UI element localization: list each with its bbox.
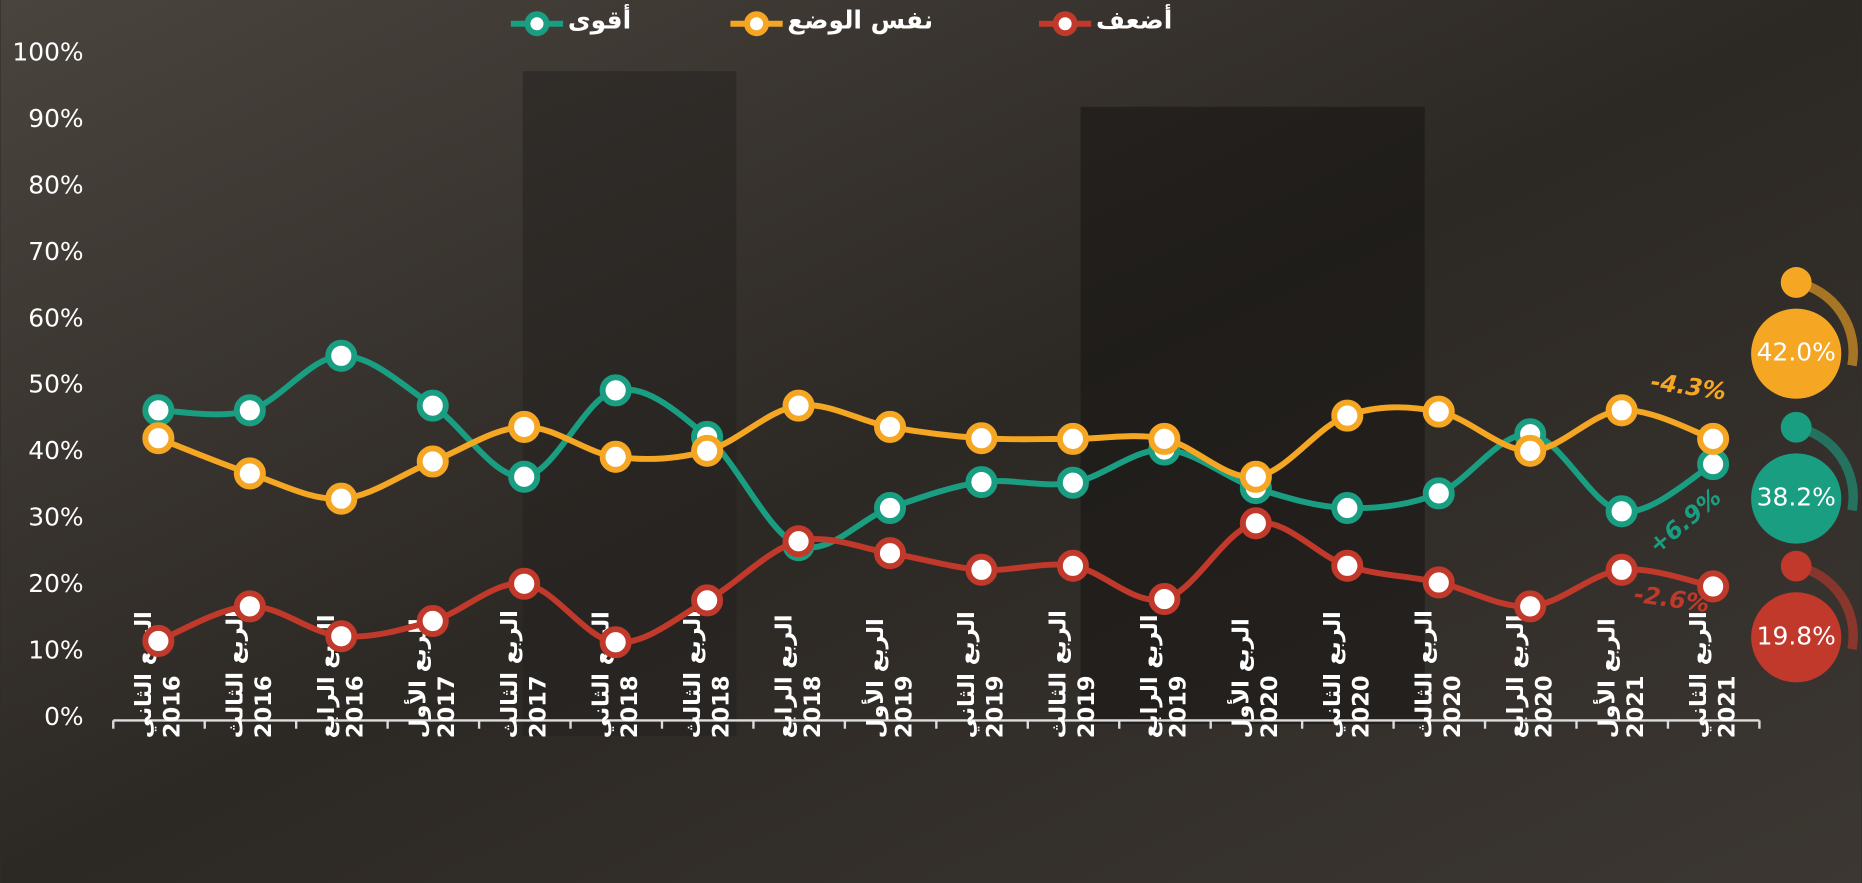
x-tick-label: الربع الرابع 2020	[1502, 615, 1556, 739]
data-point	[325, 482, 358, 515]
data-point	[1148, 583, 1181, 616]
data-point	[1514, 590, 1547, 623]
end-knob	[1780, 411, 1812, 443]
data-point	[1514, 434, 1547, 467]
data-point	[1422, 395, 1455, 428]
end-bubble	[1751, 592, 1842, 683]
end-knob	[1780, 267, 1812, 298]
legend-marker	[1052, 11, 1078, 37]
figure-shape	[1080, 106, 1425, 724]
data-point	[1422, 477, 1455, 510]
x-tick-label: الربع الثالث 2020	[1411, 610, 1465, 738]
data-point	[873, 410, 907, 443]
x-tick-label: الربع الرابع 2018	[771, 615, 825, 739]
data-point	[691, 584, 724, 617]
data-point	[691, 434, 724, 467]
x-tick-label: الربع الثالث 2018	[679, 610, 733, 738]
data-point	[1331, 399, 1364, 432]
legend-label: أقوى	[568, 3, 631, 35]
data-point	[1056, 466, 1089, 499]
x-tick-label: الربع الأول 2017	[402, 618, 459, 738]
data-point	[508, 410, 541, 443]
y-tick-label: 80%	[28, 170, 83, 199]
legend-marker	[744, 11, 769, 37]
data-point	[1239, 460, 1272, 493]
data-point	[325, 620, 358, 653]
legend-label: نفس الوضع	[787, 5, 933, 35]
x-tick-label: الربع الثالث 2016	[222, 610, 276, 738]
data-point	[782, 525, 815, 558]
data-point	[599, 374, 632, 407]
y-tick-label: 100%	[12, 37, 83, 66]
data-point	[142, 624, 175, 657]
data-point	[1331, 491, 1364, 525]
data-point	[965, 553, 998, 586]
x-tick-label: الربع الرابع 2019	[1137, 615, 1191, 739]
data-point	[873, 491, 907, 525]
data-point	[599, 440, 632, 473]
data-point	[965, 466, 998, 499]
data-point	[873, 537, 907, 570]
data-point	[233, 590, 266, 623]
data-point	[1239, 507, 1272, 540]
data-point	[1697, 448, 1730, 481]
end-label: 42.0%	[1757, 338, 1836, 367]
end-label: 38.2%	[1757, 482, 1836, 511]
data-point	[1056, 549, 1089, 582]
data-point	[1605, 553, 1638, 586]
x-tick-label: الربع الثالث 2017	[496, 610, 550, 738]
x-tick-label: الربع الأول 2019	[859, 618, 916, 738]
x-tick-label: الربع الأول 2020	[1225, 618, 1282, 738]
data-point	[416, 445, 449, 478]
data-point	[1331, 549, 1364, 582]
figure-shape	[522, 71, 737, 736]
data-point	[508, 567, 541, 600]
data-point	[325, 339, 358, 372]
y-tick-label: 30%	[28, 503, 83, 532]
x-tick-label: الربع الثاني 2016	[131, 611, 185, 738]
data-point	[233, 394, 266, 427]
x-tick-label: الربع الأول 2021	[1591, 618, 1648, 738]
data-point	[782, 389, 815, 422]
y-tick-label: 10%	[28, 636, 83, 665]
data-point	[1605, 495, 1638, 528]
data-point	[142, 422, 175, 455]
legend-label: أضعف	[1096, 3, 1172, 34]
data-point	[508, 460, 541, 493]
data-point	[1148, 422, 1181, 455]
y-tick-label: 90%	[28, 104, 83, 133]
data-point	[1056, 422, 1089, 455]
data-point	[1422, 566, 1455, 599]
end-bubble	[1751, 453, 1842, 544]
y-tick-label: 40%	[28, 436, 83, 465]
data-point	[416, 389, 449, 422]
end-label: 19.8%	[1757, 621, 1836, 650]
y-tick-label: 20%	[28, 569, 83, 598]
data-point	[599, 626, 632, 659]
data-point	[142, 394, 175, 427]
end-knob	[1780, 550, 1812, 582]
data-point	[233, 457, 266, 490]
y-tick-label: 50%	[28, 370, 83, 399]
data-point	[1697, 570, 1730, 603]
y-tick-label: 60%	[28, 303, 83, 332]
end-bubble	[1751, 308, 1842, 399]
data-point	[1697, 422, 1730, 455]
data-point	[416, 604, 449, 638]
data-point	[965, 422, 998, 455]
x-tick-label: الربع الثالث 2019	[1045, 610, 1099, 738]
x-tick-label: الربع الثاني 2019	[954, 611, 1008, 738]
x-tick-label: الربع الثاني 2020	[1320, 611, 1374, 738]
x-tick-label: الربع الثاني 2021	[1685, 611, 1739, 738]
y-tick-label: 0%	[44, 702, 84, 731]
data-point	[1605, 394, 1638, 427]
y-tick-label: 70%	[28, 237, 83, 266]
legend-marker	[524, 11, 550, 37]
